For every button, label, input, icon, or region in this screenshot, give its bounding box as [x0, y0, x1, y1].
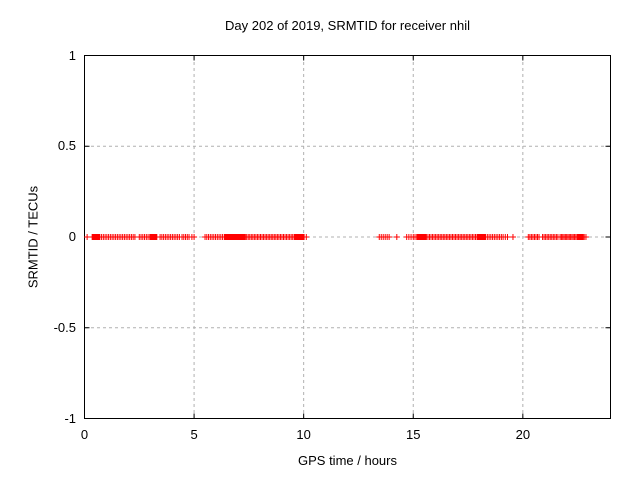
x-axis-title: GPS time / hours: [298, 453, 397, 468]
y-axis-title: SRMTID / TECUs: [25, 185, 41, 289]
x-tick-label: 10: [296, 427, 311, 442]
chart-title: Day 202 of 2019, SRMTID for receiver nhi…: [225, 18, 470, 33]
data-points-srmtid: [84, 234, 589, 240]
x-tick-label: 5: [190, 427, 198, 442]
x-tick-label: 0: [80, 427, 89, 442]
x-tick-label: 20: [515, 427, 531, 442]
plot-area: [84, 55, 611, 419]
y-tick-label: -1: [64, 410, 76, 426]
y-tick-label: -0.5: [53, 319, 76, 335]
x-tick-label: 15: [406, 427, 421, 442]
y-tick-label: 1: [68, 47, 76, 63]
y-tick-label: 0.5: [57, 138, 76, 154]
